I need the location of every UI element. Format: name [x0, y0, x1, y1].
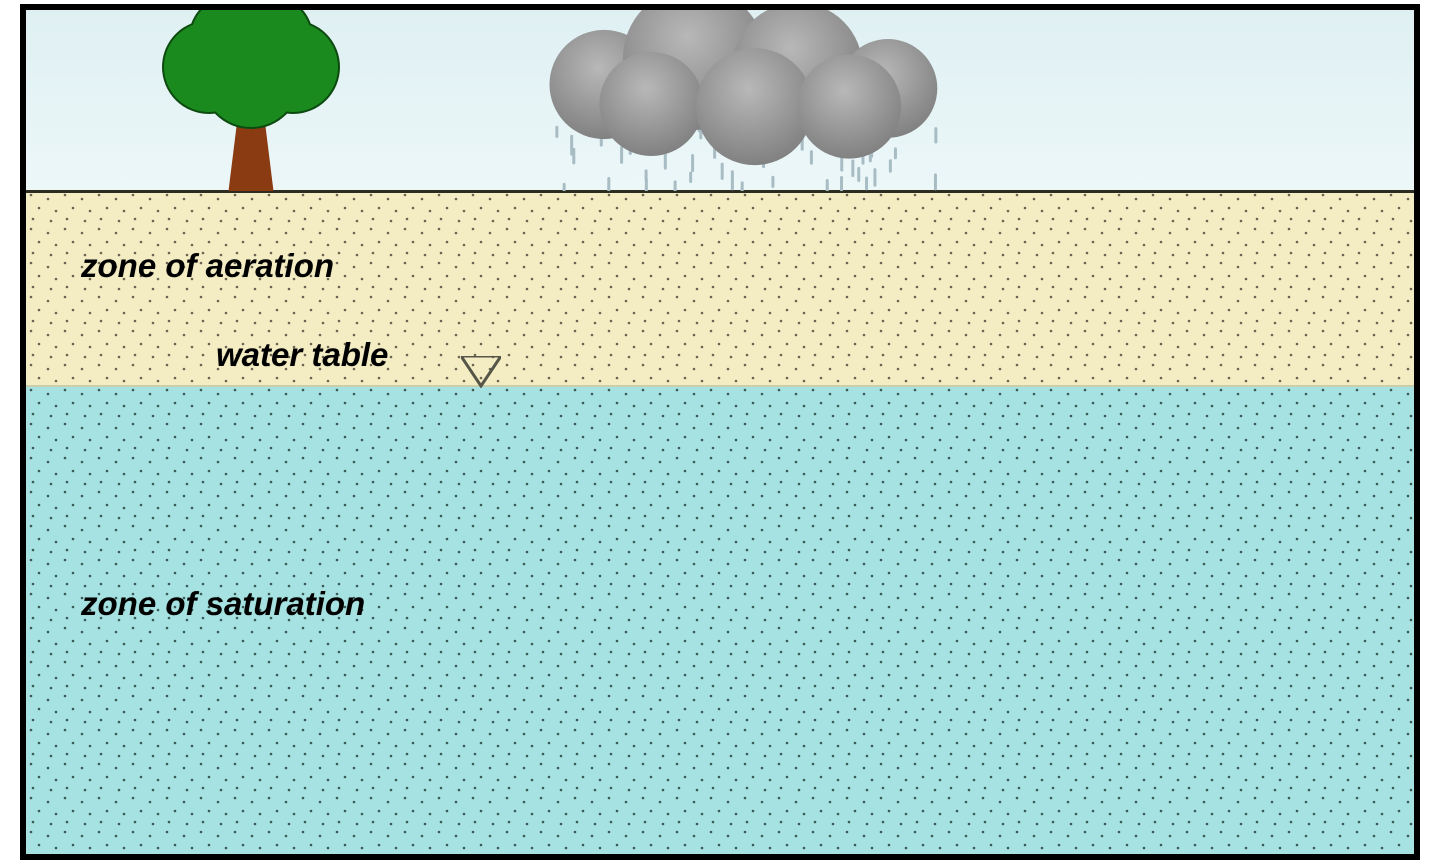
- water-table-line: [26, 385, 1414, 387]
- zone-of-aeration-label: zone of aeration: [81, 247, 334, 285]
- water-table-marker-icon: [461, 356, 501, 393]
- water-table-label: water table: [216, 336, 388, 374]
- zone-of-saturation-label: zone of saturation: [81, 585, 365, 623]
- diagram-frame: zone of aeration water table zone of satur…: [20, 4, 1420, 860]
